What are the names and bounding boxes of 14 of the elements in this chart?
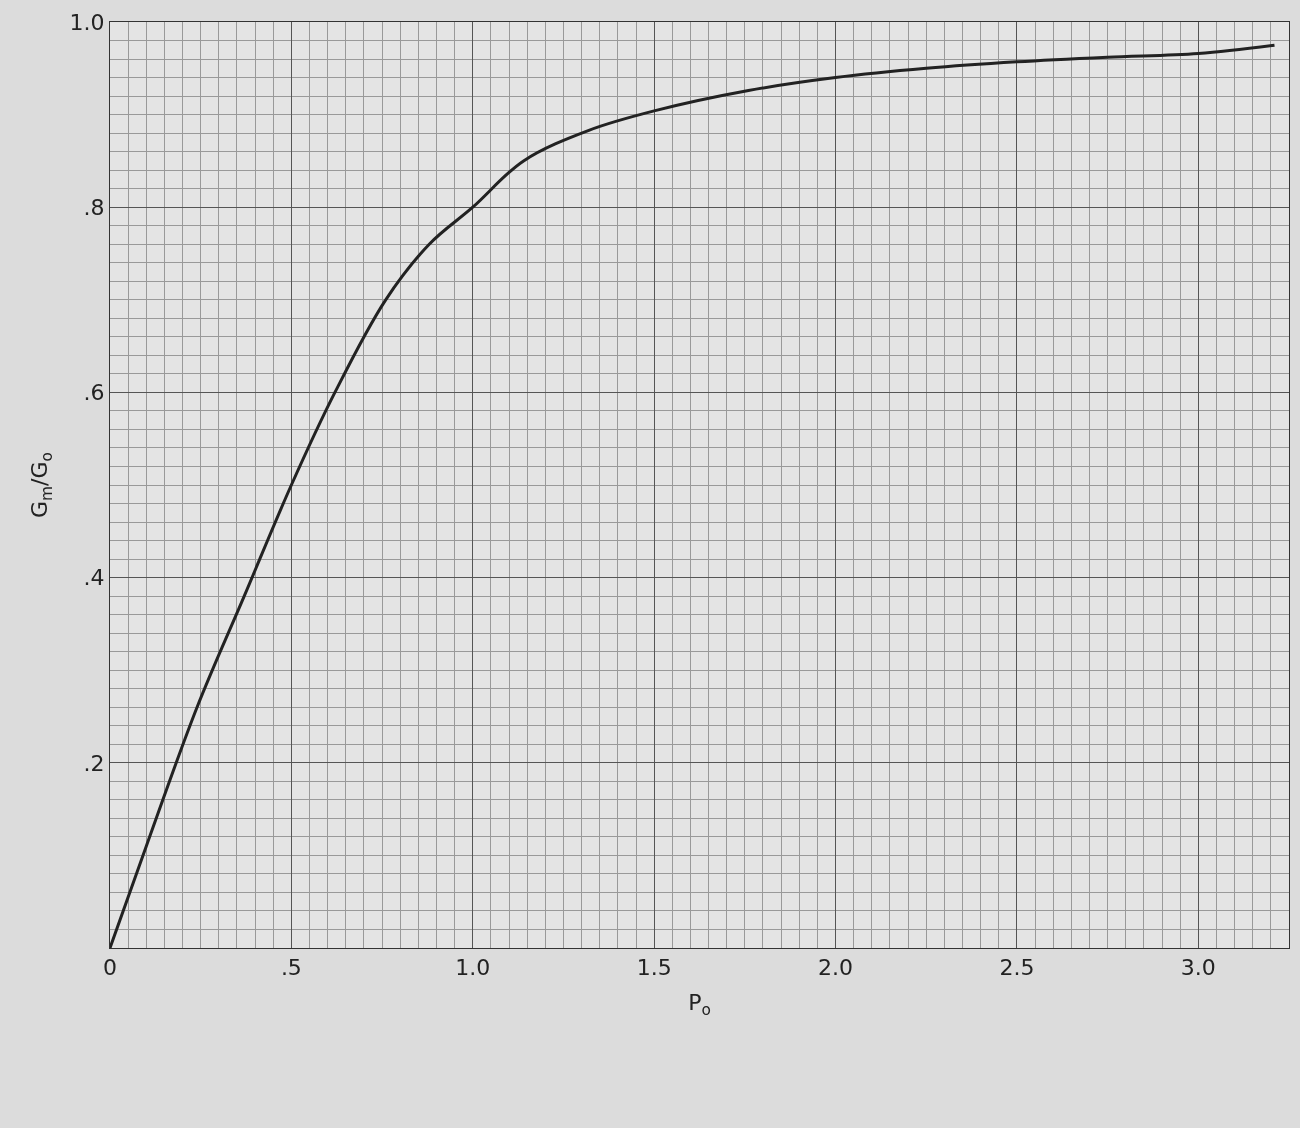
line-series (110, 43, 1276, 948)
y-tick-label: .8 (83, 194, 105, 220)
x-tick-label: 3.0 (1180, 955, 1216, 981)
x-tick-label: 1.5 (636, 955, 672, 981)
x-tick-label: .5 (280, 955, 302, 981)
x-tick-label: 2.0 (818, 955, 854, 981)
x-axis-title: P$_{o}$ (688, 990, 711, 1019)
x-tick-label: 1.0 (455, 955, 491, 981)
y-tick-label: .4 (83, 565, 105, 591)
y-tick-label: .6 (83, 380, 105, 406)
y-tick-label: .2 (83, 750, 105, 776)
y-tick-label: 1.0 (69, 9, 105, 35)
x-tick-label: 0 (103, 955, 117, 981)
x-tick-label: 2.5 (999, 955, 1035, 981)
